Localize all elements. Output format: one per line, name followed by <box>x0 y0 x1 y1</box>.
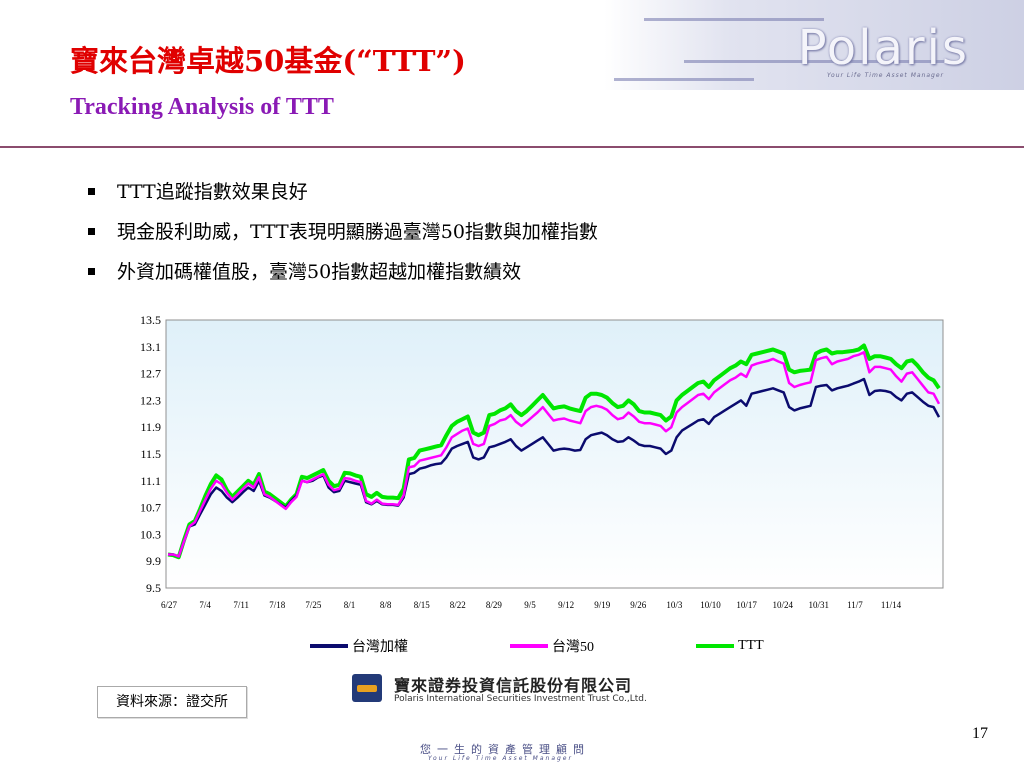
x-tick-label: 9/12 <box>558 600 574 610</box>
x-tick-label: 10/10 <box>700 600 721 610</box>
footer-slogan: 您一生的資產管理顧問 <box>420 743 590 756</box>
series-line-2 <box>168 350 941 558</box>
y-tick-label: 9.5 <box>146 581 161 595</box>
x-tick-label: 10/24 <box>772 600 793 610</box>
x-tick-label: 10/31 <box>809 600 830 610</box>
x-tick-label: 9/26 <box>630 600 647 610</box>
banner-graphic: Polaris Your Life Time Asset Manager <box>604 0 1024 90</box>
legend-label: 台灣50 <box>552 640 594 655</box>
bullet-item: TTT追蹤指數效果良好 <box>88 172 598 212</box>
x-tick-label: 6/27 <box>161 600 178 610</box>
legend-item-ttt: TTT <box>696 636 764 656</box>
bullet-text: 現金股利助威，TTT表現明顯勝過臺灣50指數與加權指數 <box>117 221 598 243</box>
y-tick-label: 12.3 <box>140 393 161 407</box>
x-tick-label: 9/19 <box>594 600 611 610</box>
footer-tagline: Your Life Time Asset Manager <box>428 755 573 762</box>
y-tick-label: 11.1 <box>140 474 161 488</box>
plot-area <box>165 319 944 589</box>
source-note: 資料來源：證交所 <box>97 686 247 718</box>
x-tick-label: 10/3 <box>666 600 683 610</box>
y-tick-label: 9.9 <box>146 554 161 568</box>
logo-tagline: Your Life Time Asset Manager <box>827 72 944 79</box>
line-chart: 13.5 13.1 12.7 12.3 11.9 11.5 11.1 10.7 10.3 9.9 9… <box>140 313 944 610</box>
page-number: 17 <box>972 725 988 742</box>
bullet-item: 現金股利助威，TTT表現明顯勝過臺灣50指數與加權指數 <box>88 212 598 252</box>
bullet-square-icon <box>88 268 95 275</box>
bullet-item: 外資加碼權值股，臺灣50指數超越加權指數績效 <box>88 252 598 292</box>
x-tick-label: 7/25 <box>305 600 322 610</box>
polaris-logo: Polaris <box>797 20 969 76</box>
x-tick-label: 7/18 <box>269 600 286 610</box>
page-subtitle: Tracking Analysis of TTT <box>70 94 334 120</box>
company-mark-icon <box>352 674 382 702</box>
bullet-square-icon <box>88 228 95 235</box>
y-tick-label: 13.5 <box>140 313 161 327</box>
x-tick-label: 7/11 <box>233 600 249 610</box>
legend-label: 台灣加權 <box>352 640 408 655</box>
header-divider <box>0 146 1024 148</box>
header: Polaris Your Life Time Asset Manager 寶來台… <box>0 0 1024 148</box>
page-title: 寶來台灣卓越50基金(“TTT”) <box>70 44 466 78</box>
y-tick-label: 12.7 <box>140 367 161 381</box>
bullet-list: TTT追蹤指數效果良好 現金股利助威，TTT表現明顯勝過臺灣50指數與加權指數 … <box>88 172 598 292</box>
x-tick-label: 11/14 <box>881 600 902 610</box>
legend-item-twse: 台灣加權 <box>310 636 408 656</box>
legend-swatch <box>510 644 548 648</box>
y-tick-label: 11.5 <box>140 447 161 461</box>
company-logo: 寶來證券投資信託股份有限公司 Polaris International Sec… <box>352 672 682 706</box>
legend-swatch <box>696 644 734 648</box>
y-tick-label: 10.7 <box>140 501 161 515</box>
x-tick-label: 10/17 <box>736 600 757 610</box>
y-tick-label: 11.9 <box>140 420 161 434</box>
legend-item-tw50: 台灣50 <box>510 636 594 656</box>
company-name-en: Polaris International Securities Investm… <box>394 694 647 704</box>
bullet-text: TTT追蹤指數效果良好 <box>117 181 308 203</box>
bullet-text: 外資加碼權值股，臺灣50指數超越加權指數績效 <box>117 261 522 283</box>
x-tick-label: 9/5 <box>524 600 536 610</box>
x-tick-label: 8/8 <box>380 600 392 610</box>
bullet-square-icon <box>88 188 95 195</box>
x-tick-label: 11/7 <box>847 600 863 610</box>
x-tick-label: 8/22 <box>450 600 466 610</box>
legend-swatch <box>310 644 348 648</box>
y-tick-label: 13.1 <box>140 340 161 354</box>
x-tick-label: 7/4 <box>199 600 211 610</box>
x-tick-label: 8/1 <box>344 600 356 610</box>
company-name-zh: 寶來證券投資信託股份有限公司 <box>394 676 633 695</box>
legend-label: TTT <box>738 638 764 653</box>
chart-legend: 台灣加權 台灣50 TTT <box>310 636 830 656</box>
y-tick-label: 10.3 <box>140 527 161 541</box>
x-tick-label: 8/15 <box>414 600 431 610</box>
x-tick-label: 8/29 <box>486 600 503 610</box>
